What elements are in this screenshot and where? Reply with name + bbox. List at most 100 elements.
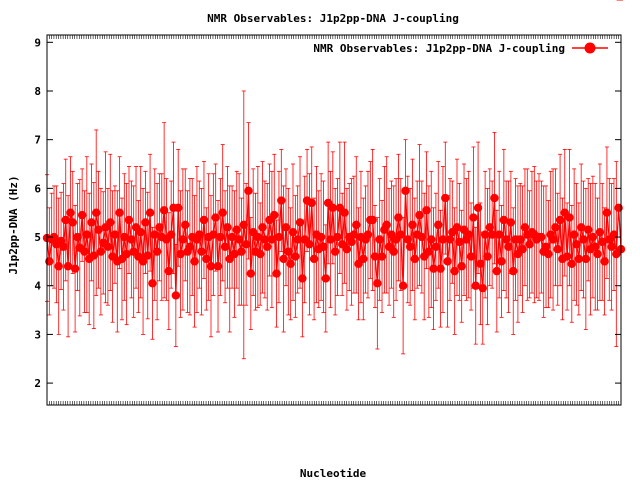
- data-point: [403, 235, 412, 244]
- data-point: [143, 251, 152, 260]
- data-point: [185, 242, 195, 251]
- data-point: [398, 281, 408, 290]
- data-point: [272, 269, 281, 278]
- data-point: [326, 235, 335, 244]
- data-point: [569, 230, 579, 239]
- data-point: [284, 247, 293, 256]
- data-point: [330, 247, 340, 256]
- data-point: [209, 230, 218, 239]
- data-point: [485, 223, 494, 232]
- data-point: [166, 230, 176, 239]
- data-point: [466, 252, 476, 261]
- data-point: [199, 215, 209, 225]
- data-point: [382, 220, 391, 230]
- data-point: [438, 235, 448, 244]
- data-point: [197, 247, 206, 256]
- data-point: [490, 193, 499, 203]
- data-point: [230, 249, 239, 259]
- data-point: [298, 274, 307, 283]
- data-point: [120, 232, 129, 242]
- y-axis-label: J1p2pp-DNA (Hz): [7, 175, 20, 274]
- legend-label: NMR Observables: J1p2pp-DNA J-coupling: [313, 42, 565, 55]
- data-point: [178, 235, 188, 244]
- data-point: [494, 230, 504, 239]
- data-point: [434, 220, 443, 230]
- data-point: [408, 220, 417, 230]
- data-point: [305, 240, 314, 249]
- data-point: [237, 247, 246, 256]
- data-point: [256, 249, 265, 259]
- data-point: [595, 227, 605, 237]
- data-point: [492, 266, 502, 276]
- data-point: [429, 264, 438, 273]
- data-point: [270, 210, 279, 220]
- data-point: [150, 230, 159, 239]
- data-point: [363, 230, 373, 239]
- data-point: [499, 215, 509, 225]
- data-point: [359, 254, 368, 264]
- data-point: [155, 223, 164, 232]
- chart-title: NMR Observables: J1p2pp-DNA J-coupling: [207, 12, 459, 25]
- data-point: [138, 257, 148, 266]
- data-point: [396, 230, 405, 239]
- data-point: [152, 247, 162, 256]
- data-point: [223, 223, 232, 232]
- data-point: [239, 220, 248, 230]
- data-point: [579, 235, 588, 244]
- data-point: [445, 235, 455, 244]
- data-point: [291, 252, 300, 261]
- data-point: [145, 208, 155, 217]
- data-point: [263, 242, 272, 251]
- data-point: [548, 235, 558, 244]
- data-point: [218, 208, 227, 217]
- data-point: [342, 245, 352, 254]
- data-point: [340, 208, 349, 217]
- data-point: [202, 254, 211, 264]
- data-point: [483, 252, 492, 261]
- legend: NMR Observables: J1p2pp-DNA J-coupling: [313, 42, 608, 55]
- x-axis-label: Nucleotide: [300, 467, 367, 480]
- data-point: [609, 230, 619, 239]
- data-point: [405, 242, 415, 251]
- data-point: [241, 240, 251, 249]
- data-point: [480, 230, 490, 239]
- data-point: [584, 225, 593, 234]
- data-point: [614, 203, 623, 213]
- data-point: [96, 247, 106, 256]
- y-tick-label: 4: [34, 280, 41, 293]
- data-point: [246, 269, 256, 278]
- data-point: [424, 247, 434, 256]
- data-point: [89, 251, 99, 260]
- data-point: [471, 281, 480, 290]
- data-point: [506, 218, 516, 227]
- data-point: [562, 252, 572, 261]
- data-point: [544, 249, 553, 259]
- data-point: [588, 232, 598, 242]
- data-point: [49, 232, 59, 242]
- data-point: [174, 203, 183, 213]
- data-point: [68, 218, 77, 227]
- data-point: [206, 262, 216, 271]
- data-point: [373, 279, 382, 288]
- data-point: [476, 259, 485, 269]
- data-point: [171, 291, 181, 300]
- data-point: [164, 266, 174, 276]
- data-point: [436, 264, 445, 273]
- data-point: [349, 230, 359, 239]
- data-point: [70, 264, 80, 273]
- data-point: [211, 213, 220, 222]
- data-point: [410, 254, 420, 264]
- data-point: [502, 235, 511, 244]
- data-point: [59, 242, 68, 251]
- data-point: [122, 249, 131, 259]
- data-point: [94, 225, 103, 234]
- data-point: [598, 237, 607, 247]
- data-point: [92, 208, 101, 217]
- data-point: [389, 247, 398, 256]
- data-point: [537, 232, 546, 242]
- data-point: [176, 249, 185, 259]
- data-point: [73, 232, 82, 242]
- data-point: [181, 220, 190, 230]
- y-tick-label: 7: [34, 134, 41, 147]
